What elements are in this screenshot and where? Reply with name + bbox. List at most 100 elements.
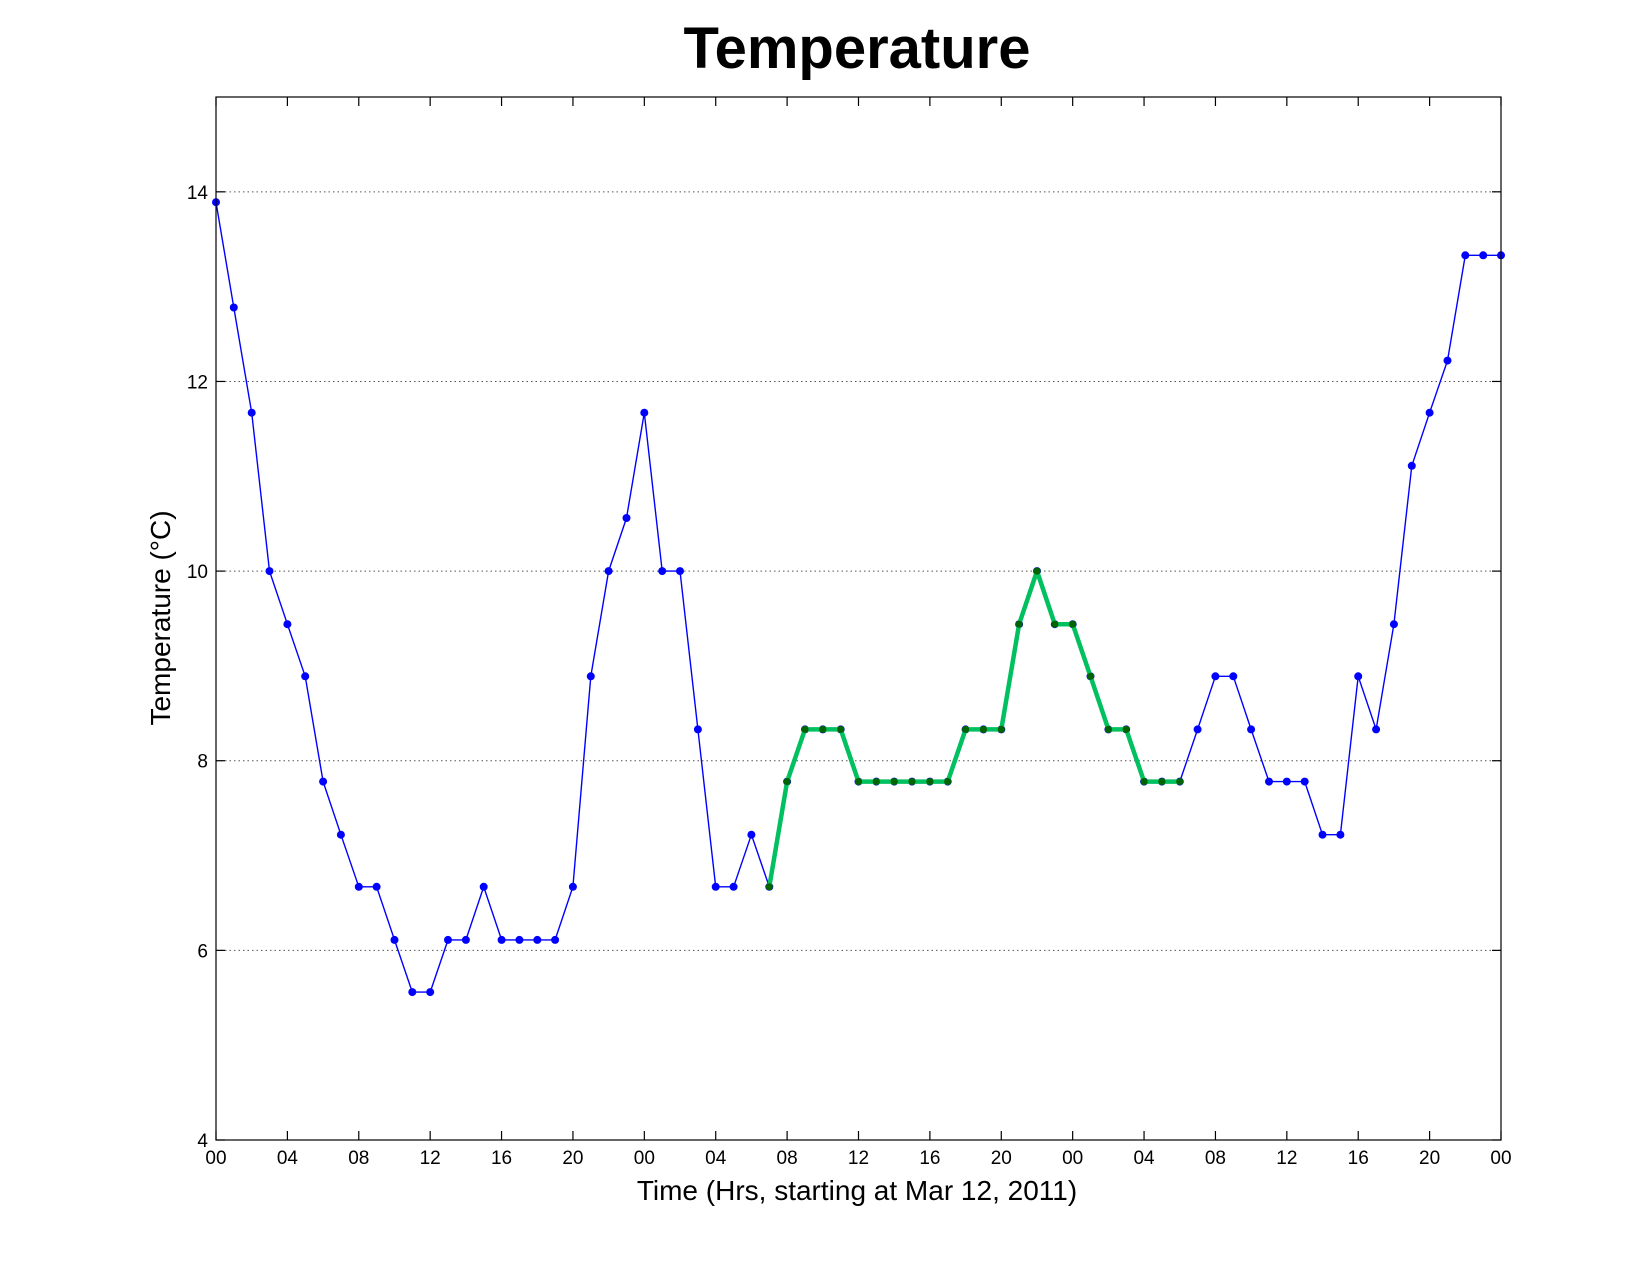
y-tick-label: 8: [197, 752, 208, 773]
data-point: [1104, 725, 1112, 734]
data-point: [693, 725, 702, 734]
y-tick-label: 10: [187, 562, 208, 583]
chart-title: Temperature: [683, 16, 1030, 81]
x-tick-label: 00: [634, 1148, 655, 1169]
data-point: [801, 725, 809, 734]
data-point: [747, 830, 756, 839]
data-point: [854, 778, 863, 786]
x-tick-label: 04: [277, 1148, 299, 1169]
data-point: [962, 725, 970, 734]
data-point: [426, 988, 435, 997]
x-tick-label: 12: [420, 1148, 441, 1169]
axis-ticks: 00 04 08 12 16 20 00 04 08 12 16 20 00 04 08 12 16 20 0046…: [187, 97, 1512, 1169]
x-tick-label: 08: [777, 1148, 798, 1169]
data-point: [1122, 725, 1130, 734]
data-point: [1479, 251, 1488, 260]
data-point: [1033, 567, 1041, 575]
series-layer: [212, 198, 1505, 997]
data-point: [1443, 356, 1452, 365]
data-point: [1193, 725, 1202, 734]
data-point: [1176, 778, 1184, 786]
x-tick-label: 20: [562, 1148, 583, 1169]
data-point: [1389, 620, 1398, 629]
data-point: [783, 778, 791, 786]
data-point: [658, 567, 667, 576]
data-point: [1354, 672, 1363, 681]
data-point: [390, 935, 399, 944]
data-point: [1265, 777, 1273, 786]
data-point: [997, 725, 1005, 734]
data-point: [301, 672, 310, 681]
data-point: [1407, 461, 1416, 470]
x-tick-label: 08: [348, 1148, 369, 1169]
x-tick-label: 00: [1490, 1148, 1511, 1169]
data-point: [586, 672, 595, 681]
data-point: [515, 935, 524, 944]
data-point: [1015, 620, 1023, 628]
data-point: [604, 567, 613, 576]
y-axis-label: Temperature (°C): [145, 510, 176, 725]
data-point: [1211, 672, 1220, 681]
data-point: [1372, 725, 1381, 734]
data-point: [265, 567, 274, 576]
data-point: [765, 883, 773, 891]
x-tick-label: 08: [1205, 1148, 1226, 1169]
data-point: [444, 935, 452, 944]
data-point: [819, 725, 827, 734]
data-point: [1461, 251, 1470, 260]
x-tick-label: 00: [1062, 1148, 1083, 1169]
data-point: [336, 830, 345, 839]
data-point: [1336, 830, 1345, 839]
x-tick-label: 20: [1419, 1148, 1440, 1169]
x-tick-label: 16: [491, 1148, 512, 1169]
data-point: [408, 988, 417, 997]
data-point: [676, 567, 684, 576]
y-tick-label: 14: [187, 183, 209, 204]
x-tick-label: 16: [919, 1148, 940, 1169]
data-point: [711, 882, 720, 891]
x-tick-label: 00: [205, 1148, 226, 1169]
data-point: [479, 882, 488, 891]
data-point: [497, 935, 506, 944]
data-point: [551, 935, 560, 944]
x-tick-label: 16: [1348, 1148, 1369, 1169]
grid-lines: [216, 191, 1501, 951]
series-line-1: [767, 568, 1180, 888]
data-point: [729, 882, 738, 891]
series-line-0: [215, 202, 1501, 993]
data-point: [837, 725, 845, 734]
data-point: [890, 778, 898, 786]
data-point: [979, 725, 988, 734]
data-point: [283, 620, 292, 629]
data-point: [229, 303, 238, 312]
data-point: [926, 778, 934, 786]
data-point: [908, 778, 916, 786]
data-point: [372, 882, 381, 891]
data-point: [1051, 620, 1059, 628]
y-tick-label: 6: [197, 941, 208, 962]
data-point: [1318, 830, 1327, 839]
data-point: [944, 778, 952, 786]
data-point: [1140, 778, 1148, 786]
x-axis-label: Time (Hrs, starting at Mar 12, 2011): [637, 1175, 1077, 1206]
data-point: [1282, 777, 1291, 786]
x-tick-label: 12: [1276, 1148, 1297, 1169]
data-point: [872, 778, 880, 786]
data-point: [640, 408, 649, 417]
data-point: [1086, 672, 1095, 680]
data-point: [1300, 777, 1309, 786]
data-point: [1069, 620, 1077, 628]
y-tick-label: 12: [187, 372, 208, 393]
data-point: [1158, 778, 1166, 786]
x-tick-label: 04: [1133, 1148, 1155, 1169]
data-point: [461, 935, 470, 944]
data-point: [319, 777, 328, 786]
y-tick-label: 4: [197, 1131, 208, 1152]
data-point: [1229, 672, 1238, 681]
data-point: [568, 882, 577, 891]
data-point: [247, 408, 256, 417]
data-point: [533, 935, 542, 944]
data-point: [1425, 408, 1434, 417]
x-tick-label: 04: [705, 1148, 727, 1169]
